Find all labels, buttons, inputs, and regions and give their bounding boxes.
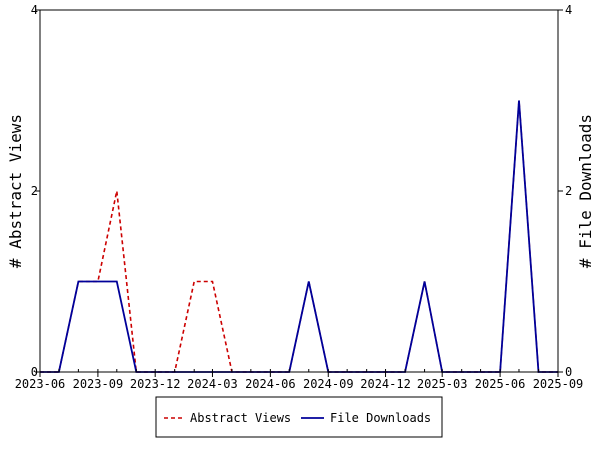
y-left-tick-label: 0 xyxy=(31,365,38,379)
y-right-tick-label: 4 xyxy=(565,3,572,17)
x-tick-label: 2023-12 xyxy=(130,377,181,391)
x-tick-label: 2024-03 xyxy=(187,377,238,391)
legend-label-abstract-views: Abstract Views xyxy=(190,411,291,425)
legend-label-file-downloads: File Downloads xyxy=(330,411,431,425)
y-left-tick-label: 2 xyxy=(31,184,38,198)
x-tick-label: 2025-03 xyxy=(417,377,468,391)
y-axis-left-title: # Abstract Views xyxy=(6,114,25,268)
x-tick-label: 2024-12 xyxy=(360,377,411,391)
x-tick-label: 2024-06 xyxy=(245,377,296,391)
x-tick-label: 2025-09 xyxy=(533,377,584,391)
axis-layer: 2023-06 2023-09 2023-12 2024-03 2024-06 2024-… xyxy=(15,3,584,391)
legend-box xyxy=(155,396,443,438)
y-right-tick-label: 0 xyxy=(565,365,572,379)
x-tick-label: 2024-09 xyxy=(303,377,354,391)
y-left-tick-label: 4 xyxy=(31,3,38,17)
legend: Abstract Views File Downloads xyxy=(155,396,443,438)
x-tick-label: 2023-09 xyxy=(73,377,124,391)
x-tick-label: 2025-06 xyxy=(475,377,526,391)
y-right-tick-label: 2 xyxy=(565,184,572,198)
y-axis-right-title: # File Downloads xyxy=(576,114,595,268)
x-tick-label: 2023-06 xyxy=(15,377,66,391)
